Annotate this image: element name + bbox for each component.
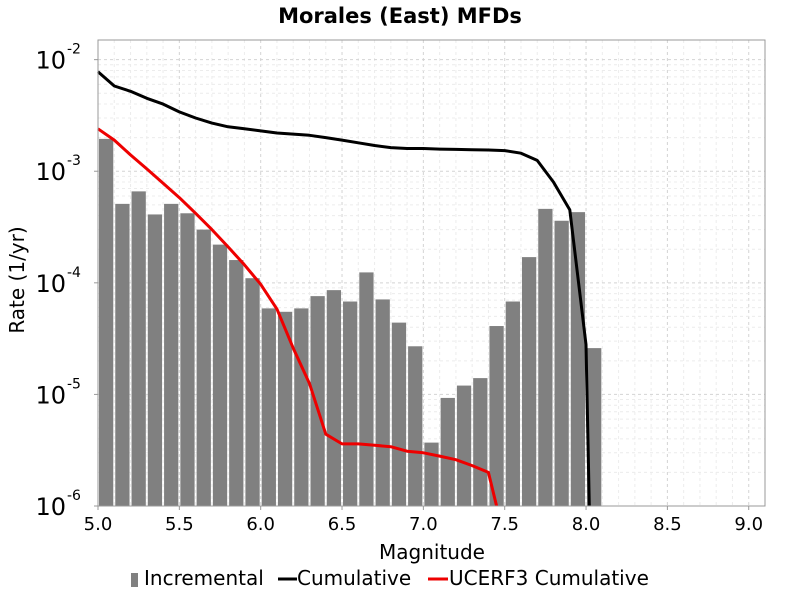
chart-title: Morales (East) MFDs: [278, 4, 522, 28]
y-tick-base: 10: [35, 47, 66, 75]
incremental-bars: [99, 138, 602, 507]
incremental-bar: [424, 442, 439, 506]
y-tick-base: 10: [35, 270, 66, 298]
y-tick-base: 10: [35, 158, 66, 186]
incremental-bar: [115, 203, 130, 506]
y-tick-exponent: -3: [67, 153, 81, 169]
x-tick-label: 5.5: [165, 514, 194, 535]
y-tick-exponent: -6: [67, 488, 81, 504]
legend: Incremental Cumulative UCERF3 Cumulative: [131, 566, 649, 590]
incremental-bar: [391, 322, 407, 506]
incremental-bar: [408, 346, 423, 506]
y-tick-exponent: -5: [67, 376, 81, 392]
incremental-bar: [570, 212, 586, 506]
y-tick-base: 10: [35, 381, 66, 409]
x-tick-label: 8.5: [653, 514, 682, 535]
incremental-bar: [294, 308, 309, 506]
legend-label-incremental: Incremental: [144, 566, 264, 590]
y-tick-exponent: -2: [67, 42, 81, 58]
incremental-bar: [554, 220, 569, 506]
incremental-bar: [277, 311, 293, 506]
x-axis-ticks: 5.0 5.5 6.0 6.5 7.0 7.5 8.0 8.5 9.0: [84, 506, 763, 535]
x-tick-label: 8.0: [572, 514, 601, 535]
incremental-bar: [505, 301, 520, 506]
incremental-bar: [343, 301, 358, 506]
x-axis-label: Magnitude: [379, 540, 485, 564]
incremental-bar: [440, 397, 455, 506]
x-tick-label: 6.0: [246, 514, 275, 535]
y-tick-base: 10: [35, 493, 66, 521]
legend-swatch-incremental: [131, 573, 138, 587]
legend-label-ucerf3: UCERF3 Cumulative: [449, 566, 649, 590]
x-tick-label: 9.0: [734, 514, 763, 535]
cumulative-lines: [97, 70, 591, 507]
incremental-bar: [326, 290, 342, 506]
incremental-bar: [212, 244, 228, 506]
incremental-bar: [473, 378, 488, 506]
incremental-bar: [587, 348, 602, 506]
incremental-bar: [359, 272, 374, 506]
x-tick-label: 7.5: [490, 514, 519, 535]
incremental-bar: [489, 326, 504, 506]
y-tick-exponent: -4: [67, 265, 81, 281]
legend-label-cumulative: Cumulative: [297, 566, 411, 590]
x-tick-label: 5.0: [84, 514, 113, 535]
x-tick-label: 6.5: [328, 514, 357, 535]
incremental-bar: [375, 299, 390, 506]
y-axis-label: Rate (1/yr): [5, 226, 29, 333]
incremental-bar: [99, 138, 114, 507]
incremental-bar: [229, 260, 244, 506]
incremental-bar: [196, 229, 211, 506]
incremental-bar: [310, 296, 325, 506]
incremental-bar: [180, 213, 195, 507]
cumulative-line: [97, 70, 591, 507]
incremental-bar: [538, 208, 553, 506]
incremental-bar: [147, 214, 163, 506]
incremental-bar: [456, 385, 472, 506]
y-axis-ticks: 10-610-510-410-310-2: [35, 42, 98, 521]
incremental-bar: [131, 191, 146, 507]
incremental-bar: [164, 203, 179, 506]
incremental-bar: [245, 278, 260, 506]
ucerf3-cumulative-line: [97, 127, 499, 507]
incremental-bar: [261, 308, 276, 506]
plot-border: [97, 39, 766, 507]
incremental-bar: [521, 257, 537, 506]
x-tick-label: 7.0: [409, 514, 438, 535]
